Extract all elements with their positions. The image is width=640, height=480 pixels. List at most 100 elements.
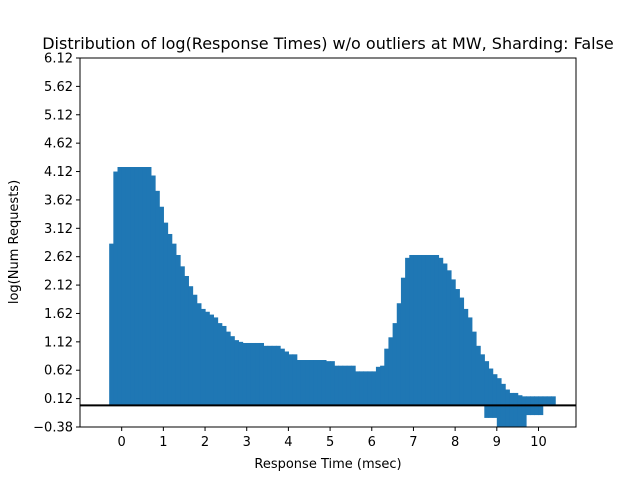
x-tick-label: 8: [451, 435, 459, 450]
histogram-bar: [213, 317, 219, 406]
histogram-bar: [355, 371, 360, 406]
histogram-bar: [384, 348, 390, 406]
x-axis-ticks: 0 1 2 3 4 5 6 7 8 9 10: [118, 427, 547, 450]
x-tick-label: 1: [159, 435, 167, 450]
histogram-bar: [271, 345, 277, 406]
histogram-bar: [163, 222, 169, 406]
plot-frame: [79, 57, 577, 428]
histogram-bar: [388, 337, 394, 406]
histogram-bar: [350, 365, 356, 406]
histogram-bar: [434, 254, 440, 406]
histogram-bar: [475, 345, 481, 406]
x-tick-label: 0: [118, 435, 126, 450]
y-tick-label: 2.12: [44, 279, 73, 294]
histogram-bar: [263, 345, 269, 406]
histogram-bar-negative: [525, 405, 531, 416]
histogram-bar: [225, 331, 231, 406]
histogram-bar: [363, 371, 369, 406]
histogram-bar: [521, 396, 527, 406]
histogram-bar: [200, 308, 206, 406]
x-tick-label: 5: [326, 435, 334, 450]
histogram-bar: [330, 361, 335, 406]
y-tick-label: 4.12: [44, 165, 73, 180]
histogram-bar-negative: [505, 405, 510, 427]
histogram-bar: [405, 257, 410, 406]
histogram-bar: [359, 371, 365, 406]
histogram-bar: [346, 365, 352, 406]
histogram-bar: [288, 354, 294, 406]
histogram-bar: [400, 277, 406, 406]
histogram-bar: [509, 392, 515, 406]
histogram-bar: [146, 167, 152, 406]
histogram-bar: [488, 368, 494, 406]
histogram-bar: [130, 167, 135, 406]
histogram-bar-negative: [496, 405, 502, 427]
histogram-bar: [113, 171, 119, 406]
histogram-bar: [209, 314, 214, 406]
y-tick-label: 4.62: [44, 137, 73, 152]
histogram-bar: [171, 243, 177, 406]
histogram-bar: [446, 270, 452, 406]
histogram-bar-negative: [513, 405, 519, 427]
histogram-bar: [471, 331, 477, 406]
histogram-bar: [321, 360, 327, 406]
histogram-bar: [305, 360, 310, 406]
histogram-bar-negative: [500, 405, 506, 427]
histogram-bar: [313, 360, 319, 406]
histogram-bar: [342, 365, 348, 406]
histogram-bar: [300, 360, 306, 406]
histogram-bar: [155, 190, 160, 406]
bars-group: [109, 167, 556, 427]
y-tick-label: 3.62: [44, 193, 73, 208]
histogram-bar: [121, 167, 127, 406]
x-tick-label: 10: [530, 435, 547, 450]
histogram-bar: [546, 396, 552, 406]
histogram-bar: [496, 378, 502, 406]
histogram-bar: [421, 254, 427, 406]
histogram-bar: [367, 371, 373, 406]
histogram-bar: [250, 342, 256, 406]
histogram-bar: [413, 254, 419, 406]
histogram-bar: [542, 396, 548, 406]
histogram-bar: [317, 360, 323, 406]
histogram-bar: [142, 167, 148, 406]
x-tick-label: 9: [493, 435, 501, 450]
y-tick-label: 5.12: [44, 108, 73, 123]
histogram-bar-negative: [521, 405, 527, 427]
histogram-bar: [188, 286, 194, 406]
histogram-bar-negative: [509, 405, 515, 427]
histogram-bar: [450, 279, 456, 406]
y-tick-label: 0.12: [44, 392, 73, 407]
histogram-bar: [334, 365, 340, 406]
x-tick-label: 7: [409, 435, 417, 450]
histogram-bar: [392, 323, 398, 406]
histogram-bar: [238, 341, 244, 406]
histogram-bar: [484, 361, 490, 406]
histogram-bar: [292, 354, 298, 406]
histogram-bar: [217, 323, 223, 406]
histogram-bar: [338, 365, 344, 406]
histogram-bar: [267, 345, 273, 406]
histogram-bar-negative: [484, 405, 490, 418]
histogram-bar-negative: [534, 405, 540, 416]
histogram-bar-negative: [488, 405, 494, 418]
x-tick-label: 6: [368, 435, 376, 450]
histogram-bar: [530, 396, 535, 406]
histogram-bar: [409, 254, 415, 406]
y-tick-label: 1.62: [44, 307, 73, 322]
histogram-bar: [380, 365, 385, 406]
histogram-bar: [109, 243, 114, 406]
histogram-bar: [371, 371, 377, 406]
histogram-bar-negative: [530, 405, 535, 416]
histogram-bar: [375, 366, 381, 406]
histogram-bar: [175, 254, 181, 406]
y-tick-label: 2.62: [44, 250, 73, 265]
y-axis-ticks: −0.38 0.12 0.62 1.12 1.62 2.12 2.62 3.12 3.62 4.1…: [33, 52, 80, 436]
histogram-bar: [150, 175, 156, 406]
histogram-bar-negative: [517, 405, 523, 427]
histogram-bar: [513, 392, 519, 406]
histogram-bar: [459, 297, 465, 406]
x-axis-label: Response Time (msec): [254, 457, 401, 472]
histogram-bar: [138, 167, 144, 406]
histogram-bar: [184, 275, 189, 406]
